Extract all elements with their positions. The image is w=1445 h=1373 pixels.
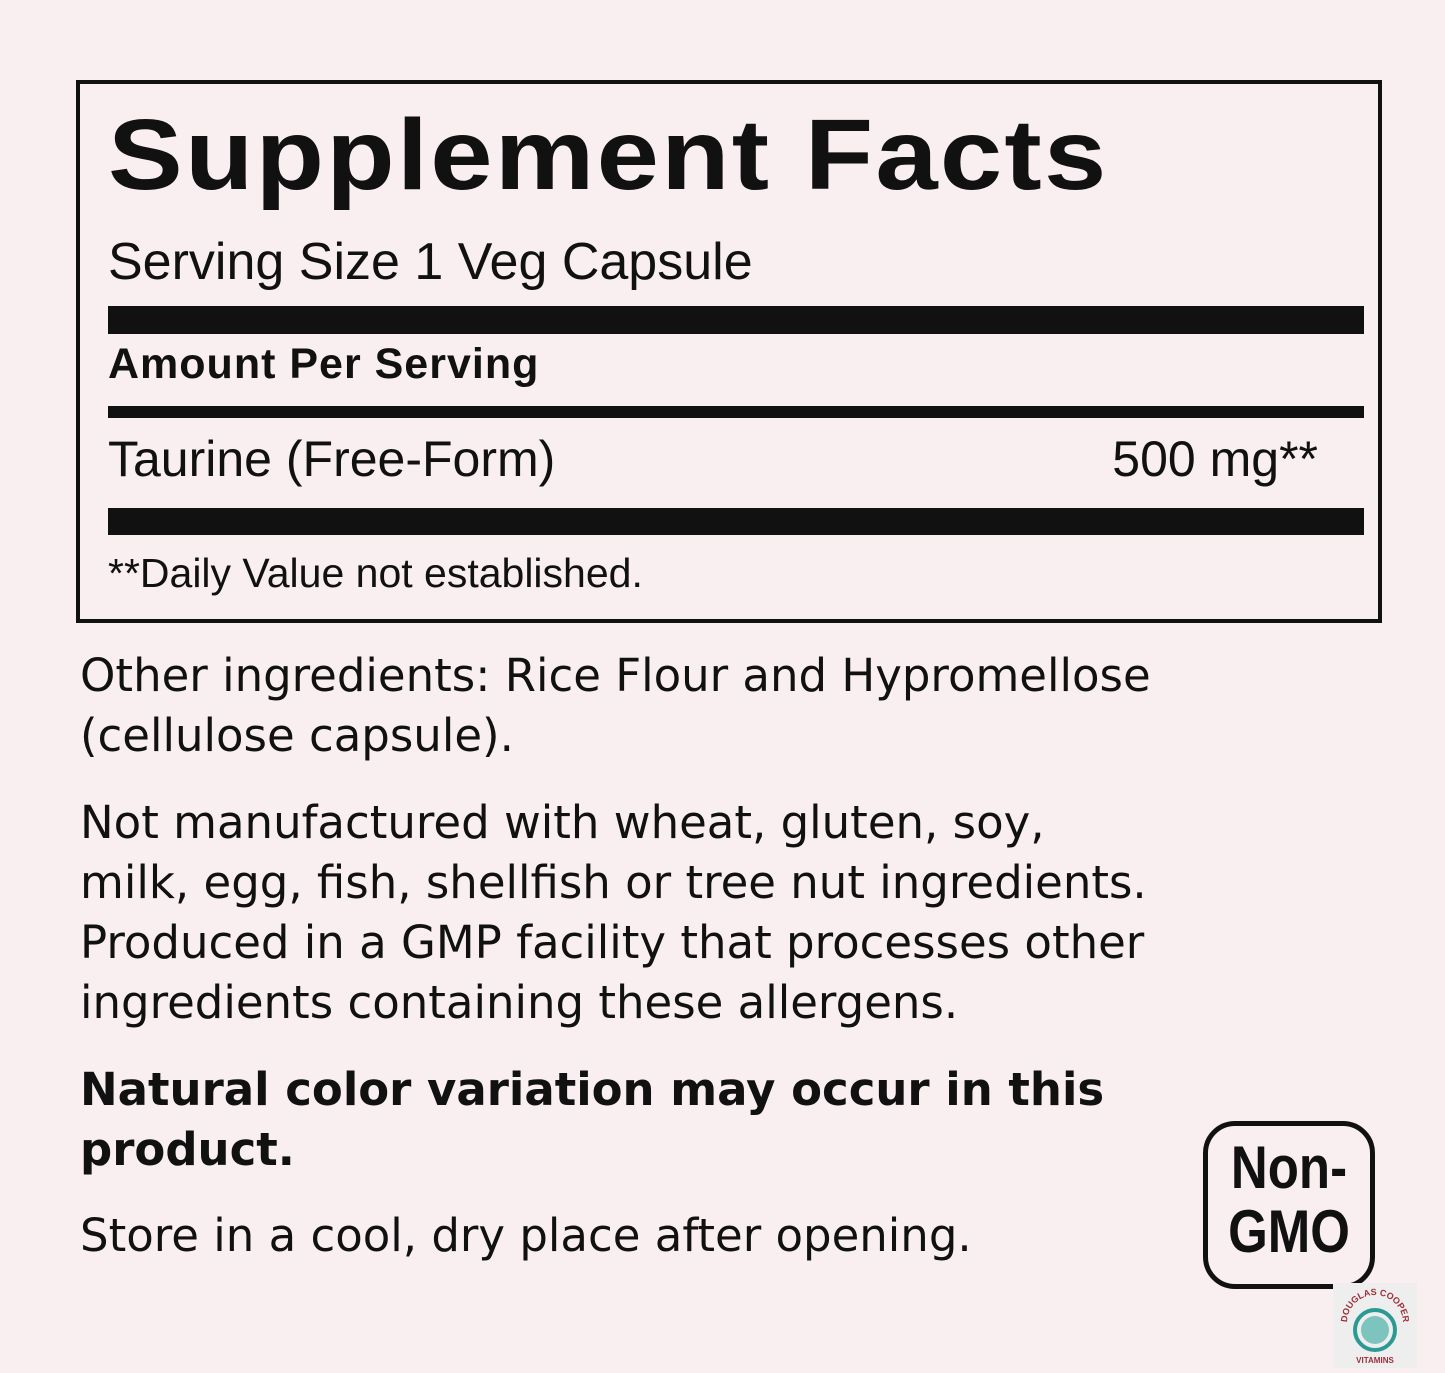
nutrient-amount: 500 mg** [1112, 431, 1318, 487]
allergen-statement: Not manufactured with wheat, gluten, soy… [80, 793, 1147, 1033]
text-line: Natural color variation may occur in thi… [80, 1063, 1105, 1116]
badge-line: GMO [1228, 1198, 1350, 1265]
text-line: (cellulose capsule). [80, 709, 514, 762]
other-ingredients: Other ingredients: Rice Flour and Hyprom… [80, 646, 1151, 766]
text-line: Not manufactured with wheat, gluten, soy… [80, 796, 1045, 849]
text-line: milk, egg, fish, shellfish or tree nut i… [80, 856, 1147, 909]
text-line: product. [80, 1123, 295, 1176]
color-variation-note: Natural color variation may occur in thi… [80, 1060, 1104, 1180]
divider-bar [108, 508, 1364, 535]
supplement-facts-panel: Supplement Facts Serving Size 1 Veg Caps… [76, 80, 1382, 623]
non-gmo-badge: Non- GMO [1203, 1121, 1375, 1289]
badge-line: Non- [1230, 1134, 1348, 1201]
text-line: Produced in a GMP facility that processe… [80, 916, 1145, 969]
text-line: ingredients containing these allergens. [80, 976, 959, 1029]
footnote: **Daily Value not established. [108, 550, 643, 596]
divider-bar [108, 306, 1364, 334]
serving-size: Serving Size 1 Veg Capsule [108, 233, 753, 291]
douglas-cooper-vitamins-logo: DOUGLAS COOPER VITAMINS [1333, 1283, 1417, 1368]
panel-title: Supplement Facts [108, 99, 1109, 211]
storage-note: Store in a cool, dry place after opening… [80, 1209, 972, 1262]
amount-header: Amount Per Serving [108, 340, 540, 388]
nutrient-name: Taurine (Free-Form) [108, 431, 556, 487]
svg-text:VITAMINS: VITAMINS [1356, 1356, 1394, 1365]
text-line: Other ingredients: Rice Flour and Hyprom… [80, 649, 1151, 702]
divider-bar [108, 406, 1364, 418]
